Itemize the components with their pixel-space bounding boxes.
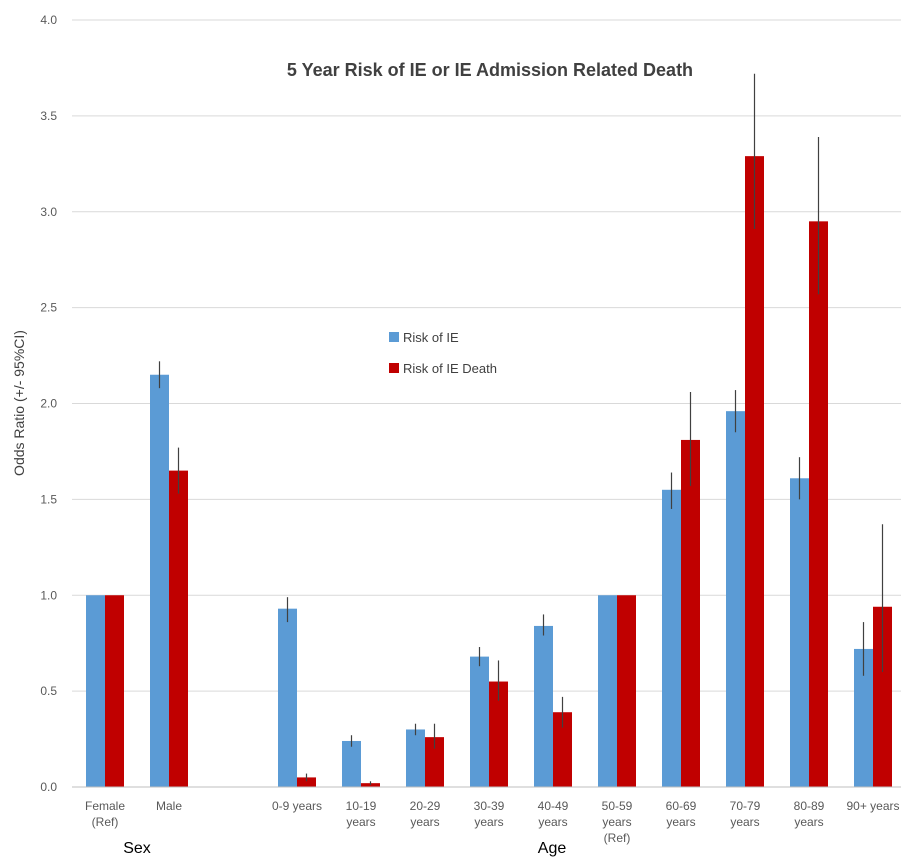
- bar-risk-of-ie-death: [553, 712, 572, 787]
- y-axis-tick-labels: 0.0 0.5 1.0 1.5 2.0 2.5 3.0 3.5 4.0: [40, 13, 57, 794]
- group-label-sex: Sex: [123, 840, 151, 857]
- x-category-label-line: years: [794, 815, 823, 829]
- x-category-label: 80-89 years: [794, 799, 825, 829]
- bar-risk-of-ie: [598, 595, 617, 787]
- bar-risk-of-ie: [406, 729, 425, 787]
- x-category-label: Female (Ref): [85, 799, 125, 829]
- x-category-label-line: years: [474, 815, 503, 829]
- bar-risk-of-ie: [150, 374, 169, 787]
- x-category-label-line: years: [666, 815, 695, 829]
- x-category-label-line: 30-39: [474, 799, 505, 813]
- bar-risk-of-ie-death: [425, 737, 444, 787]
- x-category-label-line: 40-49: [538, 799, 569, 813]
- x-category-label-line: 90+ years: [846, 799, 899, 813]
- x-category-label-line: 50-59: [602, 799, 633, 813]
- x-category-label: 50-59 years (Ref): [602, 799, 633, 845]
- legend-label-risk-of-ie: Risk of IE: [403, 330, 459, 345]
- x-category-label-line: years: [346, 815, 375, 829]
- bar-risk-of-ie-death: [809, 221, 828, 787]
- y-tick-label: 4.0: [40, 13, 57, 27]
- x-category-label-line: years: [730, 815, 759, 829]
- x-category-label-line: 60-69: [666, 799, 697, 813]
- x-category-label: 60-69 years: [666, 799, 697, 829]
- x-category-label-line: (Ref): [604, 831, 631, 845]
- bar-risk-of-ie-death: [745, 156, 764, 787]
- bar-risk-of-ie-death: [681, 439, 700, 787]
- x-category-label-line: Female: [85, 799, 125, 813]
- x-category-label: 70-79 years: [730, 799, 761, 829]
- error-bars: [158, 73, 884, 786]
- y-tick-label: 0.5: [40, 684, 57, 698]
- x-category-label-line: 0-9 years: [272, 799, 322, 813]
- x-category-label: 90+ years: [846, 799, 899, 813]
- bar-risk-of-ie: [342, 740, 361, 787]
- y-tick-label: 2.0: [40, 397, 57, 411]
- bar-risk-of-ie-death: [873, 606, 892, 787]
- x-category-label: 40-49 years: [538, 799, 569, 829]
- x-category-label: 20-29 years: [410, 799, 441, 829]
- bar-risk-of-ie: [470, 656, 489, 787]
- y-tick-label: 3.0: [40, 205, 57, 219]
- y-tick-label: 2.5: [40, 301, 57, 315]
- x-category-label-line: 80-89: [794, 799, 825, 813]
- x-category-label-line: 10-19: [346, 799, 377, 813]
- y-tick-label: 1.5: [40, 492, 57, 506]
- bar-risk-of-ie-death: [297, 777, 316, 787]
- x-category-label-line: years: [410, 815, 439, 829]
- x-category-label: Male: [156, 799, 182, 813]
- x-category-label-line: (Ref): [92, 815, 119, 829]
- x-category-label-line: Male: [156, 799, 182, 813]
- chart-title: 5 Year Risk of IE or IE Admission Relate…: [287, 60, 693, 80]
- y-axis-label: Odds Ratio (+/- 95%CI): [11, 330, 27, 476]
- x-category-label-line: 20-29: [410, 799, 441, 813]
- x-category-label: 30-39 years: [474, 799, 505, 829]
- bar-risk-of-ie: [726, 411, 745, 787]
- y-tick-label: 3.5: [40, 109, 57, 123]
- bars: [86, 156, 892, 787]
- bar-risk-of-ie-death: [105, 595, 124, 787]
- y-tick-label: 0.0: [40, 780, 57, 794]
- x-category-label: 10-19 years: [346, 799, 377, 829]
- y-tick-label: 1.0: [40, 588, 57, 602]
- bar-risk-of-ie-death: [617, 595, 636, 787]
- x-category-label-line: years: [538, 815, 567, 829]
- bar-risk-of-ie: [278, 608, 297, 787]
- bar-risk-of-ie-death: [169, 470, 188, 787]
- legend-label-risk-of-ie-death: Risk of IE Death: [403, 361, 497, 376]
- bar-risk-of-ie: [662, 489, 681, 787]
- bar-risk-of-ie: [534, 625, 553, 787]
- group-label-age: Age: [538, 840, 567, 857]
- bar-risk-of-ie: [790, 478, 809, 787]
- bar-risk-of-ie: [86, 595, 105, 787]
- bar-risk-of-ie-death: [489, 681, 508, 787]
- x-axis-category-labels: Female (Ref) Male 0-9 years 10-19 years 20-29 y…: [85, 799, 900, 845]
- legend-swatch-risk-of-ie-death: [389, 363, 399, 373]
- x-category-label-line: 70-79: [730, 799, 761, 813]
- x-category-label: 0-9 years: [272, 799, 322, 813]
- legend-swatch-risk-of-ie: [389, 332, 399, 342]
- gridlines: [72, 19, 901, 692]
- legend: Risk of IE Risk of IE Death: [389, 330, 497, 376]
- x-category-label-line: years: [602, 815, 631, 829]
- bar-risk-of-ie: [854, 648, 873, 787]
